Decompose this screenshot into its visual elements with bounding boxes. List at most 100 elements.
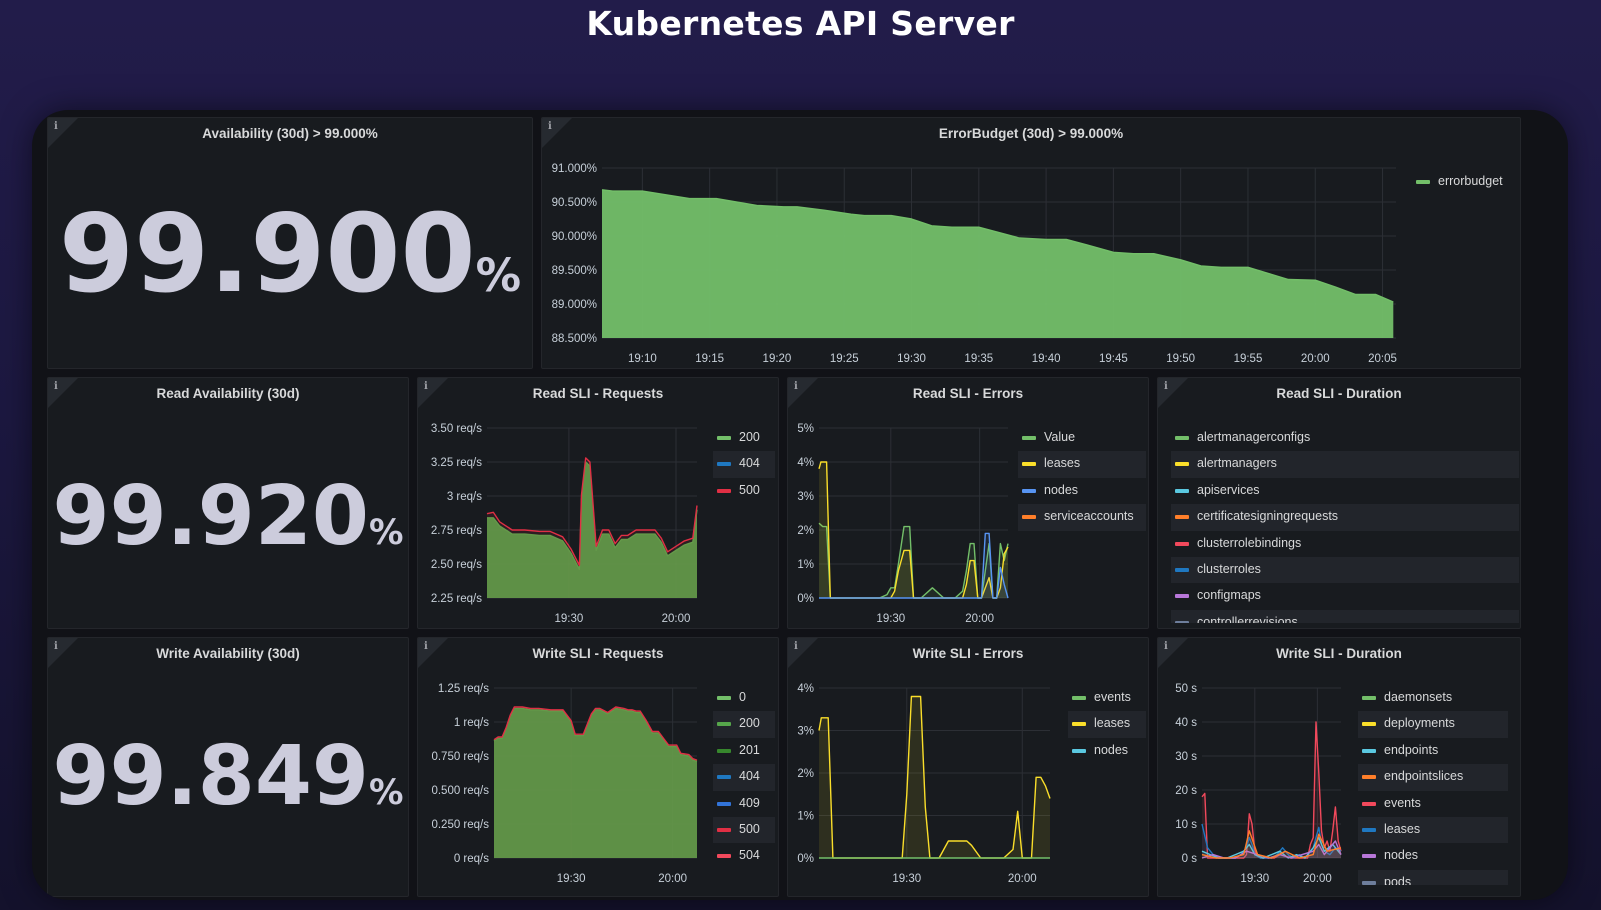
panel-title[interactable]: ErrorBudget (30d) > 99.000% xyxy=(938,126,1124,141)
legend-item[interactable]: 409 xyxy=(713,791,775,817)
panel-title[interactable]: Read SLI - Requests xyxy=(532,386,664,401)
legend-swatch xyxy=(717,775,731,780)
panel-write-duration[interactable]: i Write SLI - Duration 50 s 40 s 30 s 20 s 1… xyxy=(1157,637,1521,897)
y-tick-label: 4% xyxy=(797,457,814,469)
legend-item[interactable]: 200 xyxy=(713,425,775,451)
legend-item[interactable]: endpoints xyxy=(1358,738,1508,764)
legend-item[interactable]: controllerrevisions xyxy=(1171,609,1519,623)
info-icon[interactable]: i xyxy=(54,381,58,392)
y-tick-label: 3 req/s xyxy=(447,491,482,503)
panel-read-duration[interactable]: i Read SLI - Duration alertmanagerconfig… xyxy=(1157,377,1521,629)
legend-item[interactable]: 404 xyxy=(713,764,775,791)
legend-item[interactable]: pods xyxy=(1358,869,1508,885)
stat-unit: % xyxy=(368,513,404,553)
x-tick-label: 19:50 xyxy=(1166,353,1195,365)
panel-title[interactable]: Write SLI - Requests xyxy=(532,646,664,661)
legend-label: 409 xyxy=(739,795,760,810)
info-icon[interactable]: i xyxy=(1164,641,1168,652)
panel-write-availability[interactable]: i Write Availability (30d) 99.849% xyxy=(47,637,409,897)
legend-item[interactable]: clusterrolebindings xyxy=(1171,531,1519,557)
legend-item[interactable]: 200 xyxy=(713,711,775,738)
legend-item[interactable]: 504 xyxy=(713,843,775,869)
panel-title[interactable]: Read SLI - Duration xyxy=(1276,386,1402,401)
legend-item[interactable]: alertmanagers xyxy=(1171,451,1519,478)
info-icon[interactable]: i xyxy=(1164,381,1168,392)
legend-swatch xyxy=(717,801,731,806)
series-fill-events xyxy=(1202,722,1341,858)
panel-title[interactable]: Read SLI - Errors xyxy=(912,386,1024,401)
legend-swatch xyxy=(1072,722,1086,727)
panel-read-availability[interactable]: i Read Availability (30d) 99.920% xyxy=(47,377,409,629)
panel-availability[interactable]: i Availability (30d) > 99.000% 99.900% xyxy=(47,117,533,369)
legend-item[interactable]: serviceaccounts xyxy=(1018,504,1146,531)
panel-write-requests[interactable]: i Write SLI - Requests 1.25 req/s 1 req/s… xyxy=(417,637,779,897)
panel-title[interactable]: Write SLI - Errors xyxy=(912,646,1024,661)
panel-title[interactable]: Availability (30d) > 99.000% xyxy=(202,126,378,141)
legend-swatch xyxy=(1416,180,1430,184)
legend-swatch xyxy=(717,854,731,859)
panel-read-errors[interactable]: i Read SLI - Errors 5% 4% 3% 2% 1% 0% 19:30 20:… xyxy=(787,377,1149,629)
legend-item[interactable]: 404 xyxy=(713,451,775,478)
legend[interactable]: daemonsets deployments endpoints endpointsl… xyxy=(1358,685,1508,885)
legend-swatch xyxy=(1175,620,1189,623)
legend-label: alertmanagerconfigs xyxy=(1197,430,1311,444)
legend-item[interactable]: configmaps xyxy=(1171,583,1519,609)
write-duration-chart: 50 s 40 s 30 s 20 s 10 s 0 s 19:30 20:00 xyxy=(1175,683,1342,885)
x-tick-label: 19:30 xyxy=(555,613,584,625)
x-tick-label: 20:00 xyxy=(1303,873,1332,885)
x-tick-label: 19:35 xyxy=(964,353,993,365)
legend-item[interactable]: alertmanagerconfigs xyxy=(1171,425,1519,451)
legend-swatch xyxy=(1362,854,1376,859)
legend-item[interactable]: 500 xyxy=(713,478,775,504)
series-fill-endpointslices xyxy=(1202,830,1341,858)
info-icon[interactable]: i xyxy=(424,381,428,392)
y-tick-label: 88.500% xyxy=(552,333,597,345)
legend-label: 201 xyxy=(739,742,760,757)
panel-title[interactable]: Write SLI - Duration xyxy=(1276,646,1402,661)
legend-item[interactable]: leases xyxy=(1018,451,1146,478)
info-icon[interactable]: i xyxy=(54,641,58,652)
legend-item[interactable]: 0 xyxy=(713,685,775,711)
x-tick-label: 19:30 xyxy=(557,873,586,885)
legend-item[interactable]: apiservices xyxy=(1171,478,1519,504)
y-tick-label: 40 s xyxy=(1175,717,1197,729)
legend-item[interactable]: certificatesigningrequests xyxy=(1171,504,1519,531)
legend-label: apiservices xyxy=(1197,482,1260,497)
panel-title[interactable]: Write Availability (30d) xyxy=(156,646,300,661)
legend-label: daemonsets xyxy=(1384,690,1453,704)
info-icon[interactable]: i xyxy=(424,641,428,652)
legend[interactable]: alertmanagerconfigs alertmanagers apiservi… xyxy=(1171,425,1519,623)
panel-read-requests[interactable]: i Read SLI - Requests 3.50 req/s 3.25 req… xyxy=(417,377,779,629)
panel-title[interactable]: Read Availability (30d) xyxy=(156,386,300,401)
legend-item[interactable]: 500 xyxy=(713,816,775,844)
legend-item[interactable]: nodes xyxy=(1358,843,1508,869)
legend-swatch xyxy=(717,696,731,700)
info-icon[interactable]: i xyxy=(794,381,798,392)
legend-item[interactable]: events xyxy=(1068,685,1146,711)
legend-item[interactable]: leases xyxy=(1068,711,1146,738)
legend: errorbudget xyxy=(1412,169,1517,195)
legend-item[interactable]: deployments xyxy=(1358,711,1508,738)
legend-label: configmaps xyxy=(1197,588,1261,603)
info-icon[interactable]: i xyxy=(794,641,798,652)
info-icon[interactable]: i xyxy=(54,121,58,132)
legend-item[interactable]: endpointslices xyxy=(1358,764,1508,791)
y-tick-label: 89.500% xyxy=(552,265,597,277)
panel-corner xyxy=(48,118,78,148)
legend-item[interactable]: Value xyxy=(1018,425,1146,451)
legend-item[interactable]: daemonsets xyxy=(1358,685,1508,711)
legend-item[interactable]: 201 xyxy=(713,738,775,764)
legend-item[interactable]: clusterroles xyxy=(1171,556,1519,584)
legend-swatch xyxy=(1022,462,1036,467)
panel-corner xyxy=(788,378,818,408)
legend-label: pods xyxy=(1384,874,1412,885)
panel-errorbudget[interactable]: i ErrorBudget (30d) > 99.000% 91.000% 90.… xyxy=(541,117,1521,369)
legend-item[interactable]: events xyxy=(1358,791,1508,817)
legend-item[interactable]: leases xyxy=(1358,816,1508,844)
legend-item[interactable]: errorbudget xyxy=(1412,169,1517,195)
legend-item[interactable]: nodes xyxy=(1018,478,1146,504)
legend-item[interactable]: nodes xyxy=(1068,738,1146,764)
x-tick-label: 19:10 xyxy=(628,353,657,365)
panel-write-errors[interactable]: i Write SLI - Errors 4% 3% 2% 1% 0% 19:30 20:0… xyxy=(787,637,1149,897)
info-icon[interactable]: i xyxy=(548,121,552,132)
